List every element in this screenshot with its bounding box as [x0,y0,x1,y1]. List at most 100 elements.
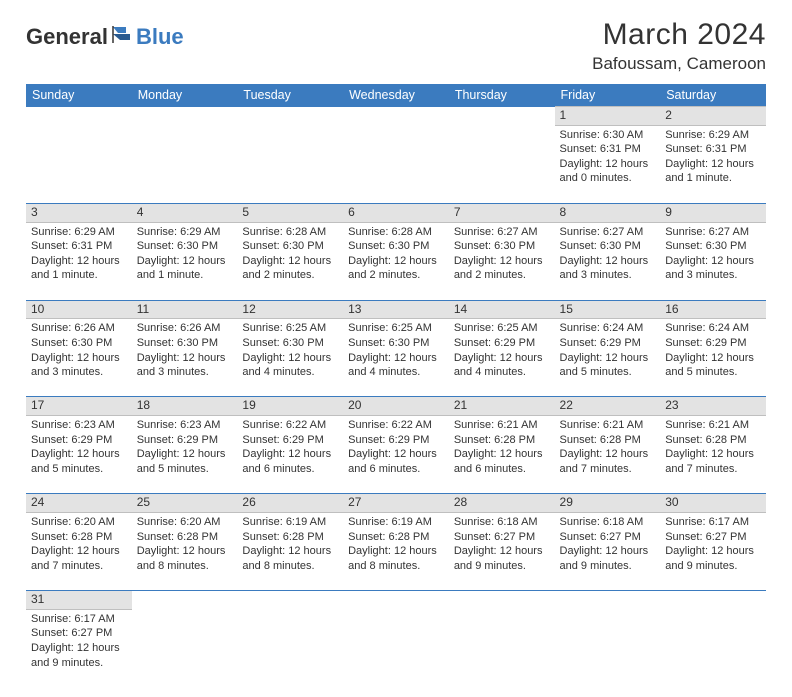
sunrise-text: Sunrise: 6:23 AM [137,418,233,433]
sunset-text: Sunset: 6:30 PM [560,239,656,254]
day-detail-cell [449,609,555,687]
day-number-cell [449,107,555,126]
day-detail-cell: Sunrise: 6:30 AMSunset: 6:31 PMDaylight:… [555,125,661,203]
daylight-text: Daylight: 12 hours and 1 minute. [665,157,761,186]
day-number-cell [555,591,661,610]
day-number-cell: 31 [26,591,132,610]
day-number-cell: 8 [555,203,661,222]
day-detail-cell [26,125,132,203]
day-number-cell: 15 [555,300,661,319]
day-number-cell [132,107,238,126]
weekday-header: Tuesday [237,84,343,107]
sunrise-text: Sunrise: 6:29 AM [137,225,233,240]
daylight-text: Daylight: 12 hours and 7 minutes. [560,447,656,476]
daylight-text: Daylight: 12 hours and 9 minutes. [454,544,550,573]
daylight-text: Daylight: 12 hours and 2 minutes. [242,254,338,283]
day-number-cell: 22 [555,397,661,416]
daylight-text: Daylight: 12 hours and 9 minutes. [560,544,656,573]
sunrise-text: Sunrise: 6:23 AM [31,418,127,433]
sunset-text: Sunset: 6:31 PM [31,239,127,254]
day-detail-cell: Sunrise: 6:18 AMSunset: 6:27 PMDaylight:… [449,513,555,591]
sunset-text: Sunset: 6:28 PM [560,433,656,448]
daylight-text: Daylight: 12 hours and 6 minutes. [348,447,444,476]
day-number-cell: 5 [237,203,343,222]
day-number-cell: 26 [237,494,343,513]
day-detail-cell: Sunrise: 6:17 AMSunset: 6:27 PMDaylight:… [660,513,766,591]
day-detail-cell: Sunrise: 6:27 AMSunset: 6:30 PMDaylight:… [555,222,661,300]
day-detail-cell: Sunrise: 6:27 AMSunset: 6:30 PMDaylight:… [449,222,555,300]
sunset-text: Sunset: 6:29 PM [242,433,338,448]
sunrise-text: Sunrise: 6:21 AM [454,418,550,433]
day-number-cell [237,591,343,610]
sunrise-text: Sunrise: 6:28 AM [348,225,444,240]
day-number-cell [26,107,132,126]
day-number-cell: 3 [26,203,132,222]
day-detail-cell: Sunrise: 6:26 AMSunset: 6:30 PMDaylight:… [132,319,238,397]
sunset-text: Sunset: 6:30 PM [242,336,338,351]
sunrise-text: Sunrise: 6:21 AM [560,418,656,433]
day-detail-cell: Sunrise: 6:18 AMSunset: 6:27 PMDaylight:… [555,513,661,591]
logo-text-1: General [26,24,108,50]
sunset-text: Sunset: 6:31 PM [665,142,761,157]
sunset-text: Sunset: 6:29 PM [454,336,550,351]
sunset-text: Sunset: 6:28 PM [31,530,127,545]
daylight-text: Daylight: 12 hours and 0 minutes. [560,157,656,186]
day-number-cell [343,107,449,126]
daylight-text: Daylight: 12 hours and 5 minutes. [31,447,127,476]
day-detail-cell [343,609,449,687]
weekday-header: Thursday [449,84,555,107]
day-detail-cell: Sunrise: 6:22 AMSunset: 6:29 PMDaylight:… [343,416,449,494]
month-title: March 2024 [592,18,766,52]
sunset-text: Sunset: 6:30 PM [242,239,338,254]
daylight-text: Daylight: 12 hours and 3 minutes. [137,351,233,380]
daylight-text: Daylight: 12 hours and 2 minutes. [348,254,444,283]
day-number-cell: 1 [555,107,661,126]
day-detail-cell [132,609,238,687]
sunrise-text: Sunrise: 6:18 AM [560,515,656,530]
daylight-text: Daylight: 12 hours and 3 minutes. [560,254,656,283]
calendar-page: General Blue March 2024 Bafoussam, Camer… [0,0,792,697]
daylight-text: Daylight: 12 hours and 8 minutes. [137,544,233,573]
daylight-text: Daylight: 12 hours and 7 minutes. [665,447,761,476]
day-detail-cell: Sunrise: 6:27 AMSunset: 6:30 PMDaylight:… [660,222,766,300]
sunset-text: Sunset: 6:31 PM [560,142,656,157]
sunrise-text: Sunrise: 6:20 AM [137,515,233,530]
day-detail-row: Sunrise: 6:17 AMSunset: 6:27 PMDaylight:… [26,609,766,687]
sunrise-text: Sunrise: 6:18 AM [454,515,550,530]
day-detail-cell [660,609,766,687]
day-detail-cell: Sunrise: 6:29 AMSunset: 6:31 PMDaylight:… [26,222,132,300]
day-number-cell: 10 [26,300,132,319]
sunrise-text: Sunrise: 6:20 AM [31,515,127,530]
day-number-cell [343,591,449,610]
sunrise-text: Sunrise: 6:25 AM [348,321,444,336]
day-number-row: 24252627282930 [26,494,766,513]
day-number-row: 3456789 [26,203,766,222]
daylight-text: Daylight: 12 hours and 9 minutes. [31,641,127,670]
day-number-cell: 17 [26,397,132,416]
day-number-row: 12 [26,107,766,126]
sunrise-text: Sunrise: 6:22 AM [348,418,444,433]
weekday-header: Friday [555,84,661,107]
sunset-text: Sunset: 6:29 PM [31,433,127,448]
daylight-text: Daylight: 12 hours and 6 minutes. [242,447,338,476]
day-number-cell: 24 [26,494,132,513]
daylight-text: Daylight: 12 hours and 5 minutes. [560,351,656,380]
day-detail-cell: Sunrise: 6:28 AMSunset: 6:30 PMDaylight:… [237,222,343,300]
day-detail-cell: Sunrise: 6:29 AMSunset: 6:30 PMDaylight:… [132,222,238,300]
day-number-cell [660,591,766,610]
daylight-text: Daylight: 12 hours and 1 minute. [137,254,233,283]
day-number-row: 10111213141516 [26,300,766,319]
sunset-text: Sunset: 6:27 PM [560,530,656,545]
sunset-text: Sunset: 6:28 PM [137,530,233,545]
day-detail-cell: Sunrise: 6:19 AMSunset: 6:28 PMDaylight:… [237,513,343,591]
day-detail-cell: Sunrise: 6:19 AMSunset: 6:28 PMDaylight:… [343,513,449,591]
day-number-cell: 27 [343,494,449,513]
day-detail-cell: Sunrise: 6:25 AMSunset: 6:29 PMDaylight:… [449,319,555,397]
day-detail-cell: Sunrise: 6:21 AMSunset: 6:28 PMDaylight:… [449,416,555,494]
sunrise-text: Sunrise: 6:26 AM [137,321,233,336]
page-header: General Blue March 2024 Bafoussam, Camer… [26,18,766,74]
day-detail-row: Sunrise: 6:23 AMSunset: 6:29 PMDaylight:… [26,416,766,494]
day-number-cell: 25 [132,494,238,513]
day-detail-cell: Sunrise: 6:25 AMSunset: 6:30 PMDaylight:… [237,319,343,397]
sunrise-text: Sunrise: 6:30 AM [560,128,656,143]
